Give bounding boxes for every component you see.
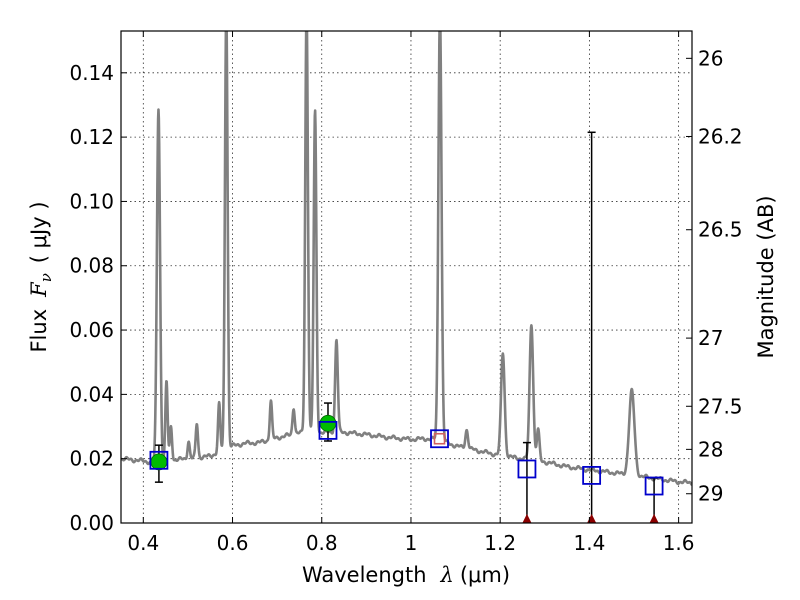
x-tick-label: 0.6 [217, 531, 249, 555]
observed-point [150, 453, 168, 471]
x-axis-symbol: λ [440, 563, 454, 587]
x-axis-label: Wavelength λ (μm) [302, 563, 510, 587]
spectrum-line [121, 31, 692, 486]
mag-tick-label: 29 [698, 482, 723, 506]
y-tick-label: 0.12 [69, 125, 114, 149]
y-axis-unit: ( μJy ) [27, 201, 51, 263]
x-tick-label: 1.2 [484, 531, 516, 555]
mag-tick-label: 27.5 [698, 394, 743, 418]
y-tick-label: 0.00 [69, 511, 114, 535]
x-tick-label: 1.4 [573, 531, 605, 555]
x-tick-label: 0.8 [306, 531, 338, 555]
y-tick-label: 0.14 [69, 61, 114, 85]
x-tick-label: 1.6 [663, 531, 695, 555]
model-square [517, 459, 537, 479]
y-tick-label: 0.06 [69, 318, 114, 342]
y-axis-label: Flux Fν ( μJy ) [27, 201, 55, 352]
observed-point [319, 414, 337, 432]
highlight-square [433, 432, 446, 445]
data-marks [149, 131, 664, 524]
model-square [644, 476, 664, 496]
y-tick-label: 0.04 [69, 382, 114, 406]
x-tick-label: 1 [405, 531, 418, 555]
axis-ticks: 0.4 0.6 0.8 1 1.2 1.4 1.6 0.00 0.02 0.04 0.06 0.08 0… [69, 31, 743, 555]
model-square [149, 450, 169, 470]
mag-tick-label: 26.2 [698, 124, 743, 148]
model-square [430, 429, 449, 449]
y-axis-label-text: Flux [27, 309, 51, 353]
x-axis-label-text: Wavelength [302, 563, 427, 587]
mag-tick-label: 27 [698, 326, 723, 350]
mag-tick-label: 26 [698, 46, 723, 70]
y-axis-symbol: F [27, 281, 51, 298]
y-tick-label: 0.02 [69, 447, 114, 471]
x-axis-unit: (μm) [460, 563, 510, 587]
model-square [318, 420, 338, 440]
model-square [582, 466, 602, 485]
x-tick-label: 0.4 [127, 531, 159, 555]
y-axis-subscript: ν [37, 273, 55, 282]
spectrum-layer [121, 31, 692, 486]
y-tick-label: 0.10 [69, 189, 114, 213]
y-axis-right-label: Magnitude (AB) [754, 195, 778, 358]
mag-tick-label: 26.5 [698, 218, 743, 242]
y-tick-label: 0.08 [69, 254, 114, 278]
mag-tick-label: 28 [698, 437, 723, 461]
plot-frame [120, 30, 693, 524]
